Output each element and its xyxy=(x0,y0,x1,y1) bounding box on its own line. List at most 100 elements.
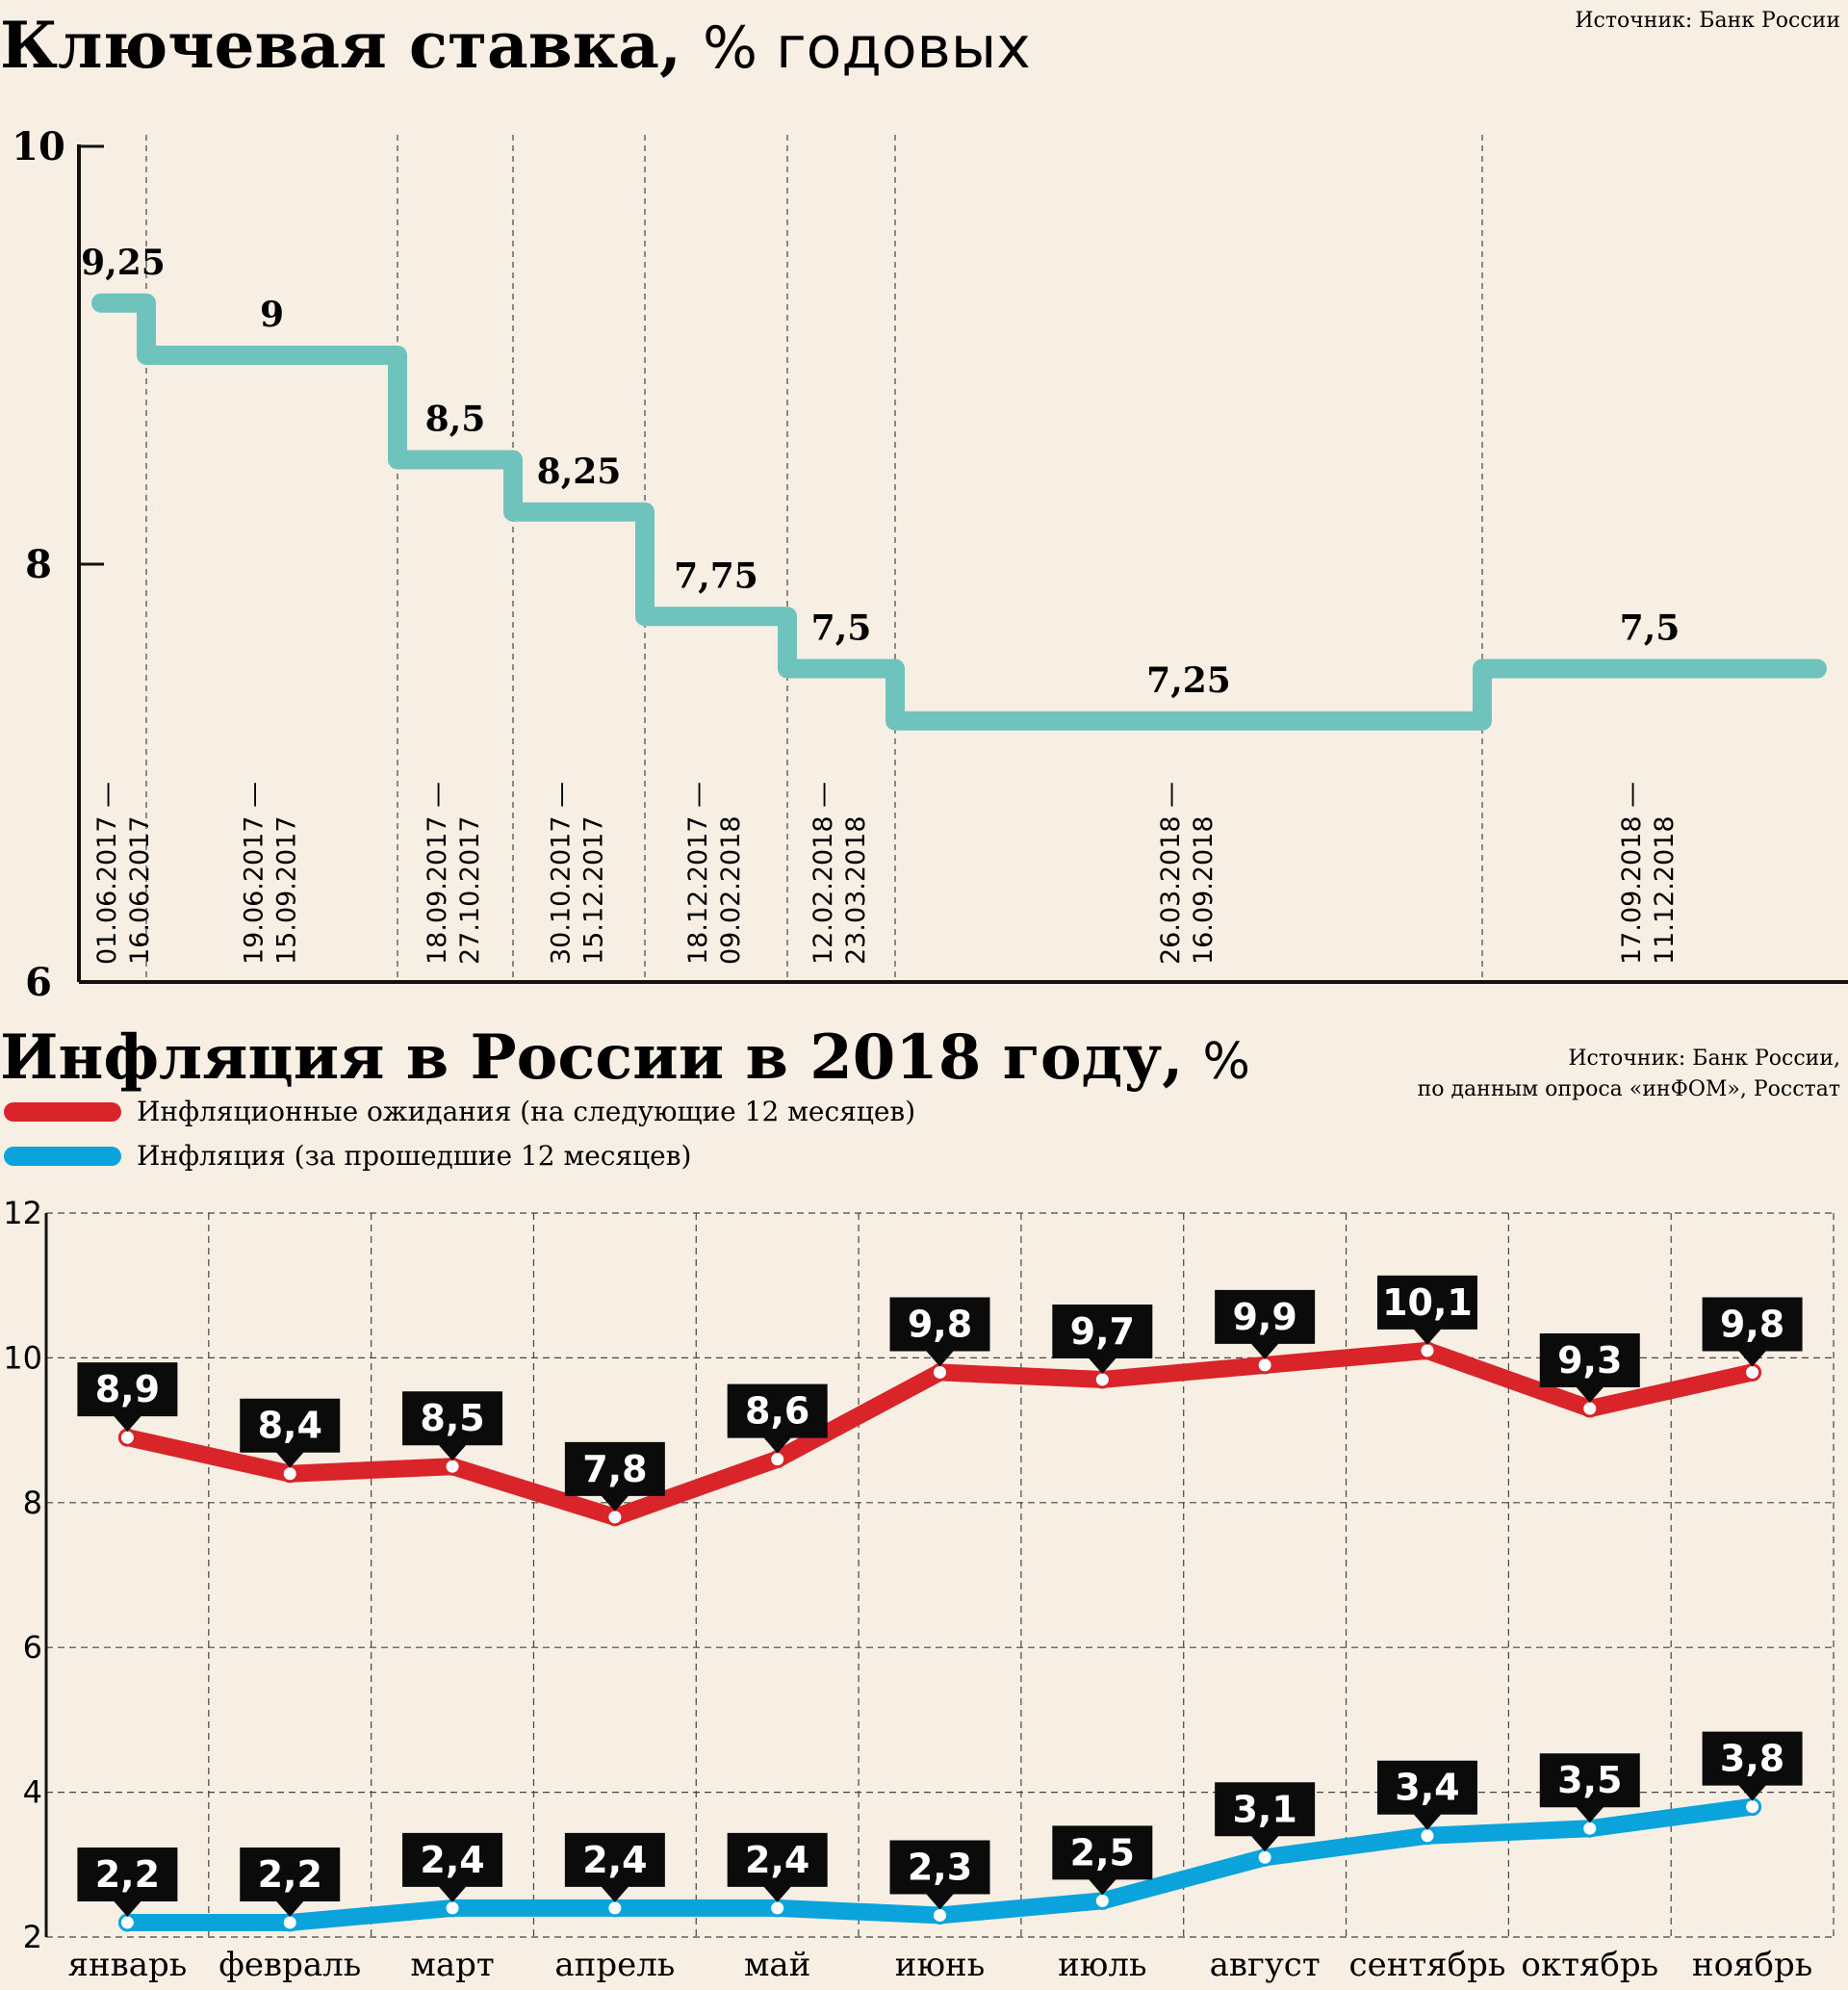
expectations-label-box xyxy=(727,1383,828,1454)
legend-label-expectations: Инфляционные ожидания (на следующие 12 м… xyxy=(137,1096,915,1127)
key-rate-y-tick-label: 8 xyxy=(25,542,52,587)
expectations-label-box xyxy=(240,1398,341,1468)
key-rate-source: Источник: Банк России xyxy=(1575,9,1840,33)
key-rate-date-end: 15.12.2017 xyxy=(579,815,609,965)
expectations-label-box xyxy=(564,1441,665,1512)
expectations-value-label: 9,8 xyxy=(908,1303,972,1345)
expectations-label-box xyxy=(1376,1275,1477,1345)
key-rate-date-label: 01.06.2017 —16.06.2017 xyxy=(92,782,155,965)
inflation-value-label: 2,4 xyxy=(582,1839,647,1881)
expectations-value-label: 8,5 xyxy=(420,1397,484,1439)
inflation-label-box xyxy=(1215,1782,1316,1852)
expectations-label-box xyxy=(1539,1333,1640,1404)
expectations-point xyxy=(931,1362,949,1382)
expectations-value-label: 7,8 xyxy=(582,1448,647,1490)
inflation-value-label: 2,5 xyxy=(1070,1831,1135,1874)
expectations-label-box xyxy=(1052,1304,1153,1374)
key-rate-date-end: 27.10.2017 xyxy=(455,815,485,965)
inflation-y-tick-label: 12 xyxy=(3,1195,42,1231)
inflation-y-tick-label: 8 xyxy=(23,1485,42,1521)
legend-label-inflation: Инфляция (за прошедшие 12 месяцев) xyxy=(137,1140,691,1172)
inflation-x-tick-label: октябрь xyxy=(1521,1946,1658,1984)
key-rate-date-end: 15.09.2017 xyxy=(272,815,302,965)
inflation-label-box xyxy=(1702,1731,1803,1801)
key-rate-date-start: 17.09.2018 — xyxy=(1617,782,1647,965)
inflation-value-label: 2,2 xyxy=(95,1853,160,1896)
inflation-point xyxy=(443,1899,462,1918)
expectations-value-label: 8,6 xyxy=(745,1390,809,1433)
key-rate-value-label: 7,75 xyxy=(674,556,758,596)
inflation-label-box xyxy=(402,1832,503,1902)
expectations-label-box xyxy=(889,1297,990,1367)
expectations-value-label: 8,9 xyxy=(95,1368,160,1410)
key-rate-value-label: 9,25 xyxy=(81,243,166,283)
key-rate-value-label: 7,25 xyxy=(1146,660,1231,701)
key-rate-date-end: 09.02.2018 xyxy=(716,815,746,965)
key-rate-date-start: 26.03.2018 — xyxy=(1156,782,1186,965)
inflation-label-box xyxy=(1052,1825,1153,1896)
inflation-value-label: 3,4 xyxy=(1395,1767,1459,1809)
inflation-value-label: 2,3 xyxy=(908,1846,972,1888)
key-rate-value-label: 7,5 xyxy=(811,608,872,649)
expectations-value-label: 9,8 xyxy=(1720,1303,1784,1345)
key-rate-chart: 10 8 6 9,25 01.06.2017 —16.06.2017 9 19.06.201… xyxy=(12,124,1848,1005)
inflation-value-label: 2,2 xyxy=(258,1853,322,1896)
inflation-label-box xyxy=(240,1847,341,1917)
inflation-point xyxy=(768,1899,787,1918)
expectations-point xyxy=(117,1428,137,1447)
key-rate-date-start: 19.06.2017 — xyxy=(240,782,270,965)
inflation-x-tick-label: июнь xyxy=(895,1946,985,1984)
inflation-legend: Инфляционные ожидания (на следующие 12 м… xyxy=(4,1096,915,1172)
key-rate-date-label: 19.06.2017 —15.09.2017 xyxy=(240,782,302,965)
key-rate-date-label: 12.02.2018 —23.03.2018 xyxy=(808,782,871,965)
key-rate-date-label: 26.03.2018 —16.09.2018 xyxy=(1156,782,1219,965)
inflation-title: Инфляция в России в 2018 году, xyxy=(0,1021,1183,1094)
key-rate-y-tick-label: 6 xyxy=(25,960,52,1005)
key-rate-value-label: 7,5 xyxy=(1620,608,1681,649)
expectations-label-box xyxy=(1215,1289,1316,1359)
expectations-point xyxy=(1418,1341,1437,1360)
inflation-x-tick-label: март xyxy=(410,1946,494,1984)
key-rate-step-line xyxy=(91,293,1827,731)
inflation-value-label: 2,4 xyxy=(420,1839,484,1881)
inflation-point xyxy=(280,1913,299,1932)
inflation-y-tick-label: 6 xyxy=(23,1629,42,1666)
inflation-point xyxy=(1743,1797,1762,1817)
inflation-y-tick-label: 10 xyxy=(3,1339,42,1376)
inflation-y-tick-label: 2 xyxy=(23,1919,42,1955)
key-rate-date-end: 23.03.2018 xyxy=(841,815,871,965)
inflation-label-box xyxy=(1376,1760,1477,1830)
expectations-label-box xyxy=(1702,1297,1803,1367)
key-rate-y-tick-label: 10 xyxy=(12,124,65,169)
expectations-label-box xyxy=(402,1391,503,1461)
key-rate-date-start: 30.10.2017 — xyxy=(547,782,577,965)
expectations-point xyxy=(1743,1362,1762,1382)
expectations-point xyxy=(1255,1356,1274,1375)
inflation-source-line1: Источник: Банк России, xyxy=(1568,1047,1840,1071)
key-rate-date-start: 01.06.2017 — xyxy=(92,782,122,965)
key-rate-title: Ключевая ставка, xyxy=(0,8,681,83)
inflation-value-label: 3,8 xyxy=(1720,1738,1784,1780)
inflation-point xyxy=(931,1905,949,1925)
inflation-x-tick-label: апрель xyxy=(554,1946,675,1984)
inflation-subtitle: % xyxy=(1202,1033,1249,1091)
inflation-label-box xyxy=(1539,1753,1640,1823)
expectations-point xyxy=(605,1508,625,1527)
expectations-point xyxy=(1092,1370,1112,1389)
inflation-x-tick-label: ноябрь xyxy=(1692,1946,1812,1984)
inflation-label-box xyxy=(77,1847,178,1917)
expectations-label-box xyxy=(77,1362,178,1433)
key-rate-date-end: 11.12.2018 xyxy=(1650,815,1680,965)
expectations-point xyxy=(768,1450,787,1469)
key-rate-date-label: 17.09.2018 —11.12.2018 xyxy=(1617,782,1680,965)
inflation-x-tick-label: январь xyxy=(68,1946,188,1984)
key-rate-value-label: 9 xyxy=(260,295,284,335)
expectations-point xyxy=(280,1464,299,1484)
inflation-point xyxy=(1418,1826,1437,1846)
inflation-value-label: 2,4 xyxy=(745,1839,809,1881)
key-rate-date-end: 16.09.2018 xyxy=(1189,815,1219,965)
key-rate-date-label: 18.09.2017 —27.10.2017 xyxy=(423,782,485,965)
inflation-value-label: 3,1 xyxy=(1232,1788,1296,1830)
expectations-value-label: 8,4 xyxy=(258,1405,322,1447)
